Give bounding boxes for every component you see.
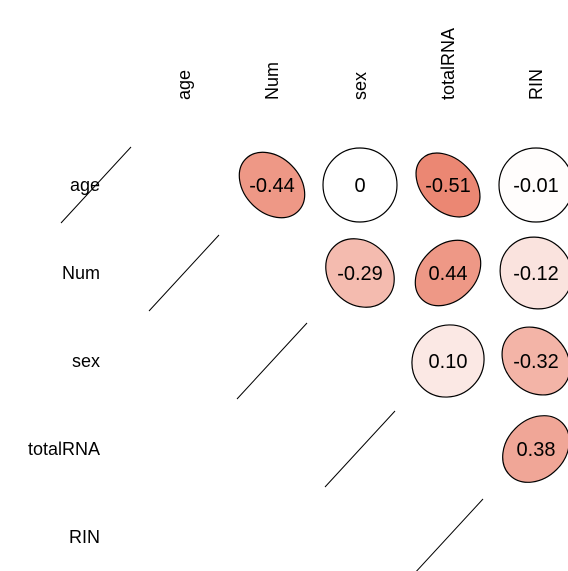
- column-label-num: Num: [262, 62, 282, 100]
- row-label-sex: sex: [72, 351, 100, 371]
- row-labels: age Num sex totalRNA RIN: [28, 175, 100, 547]
- cell-age-rin: [498, 147, 568, 223]
- diagonal-line-totalrna: [324, 410, 396, 488]
- column-label-totalrna: totalRNA: [438, 28, 458, 100]
- value-label-age-sex: 0: [354, 175, 365, 197]
- value-label-age-rin: -0.01: [513, 175, 559, 197]
- cell-age-num: [238, 151, 306, 219]
- column-label-rin: RIN: [526, 69, 546, 100]
- cell-sex-rin: [501, 326, 568, 396]
- value-label-num-sex: -0.29: [337, 263, 383, 285]
- row-label-age: age: [70, 175, 100, 195]
- value-label-sex-totalrna: 0.10: [429, 351, 468, 373]
- cell-num-rin: [499, 236, 568, 310]
- cell-num-sex: [325, 238, 395, 308]
- cell-sex-totalrna: [411, 324, 485, 398]
- cell-age-totalrna: [415, 152, 481, 218]
- cell-age-sex: [322, 147, 398, 223]
- column-label-age: age: [174, 70, 194, 100]
- value-label-age-num: -0.44: [249, 175, 295, 197]
- column-labels: age Num sex totalRNA RIN: [174, 28, 546, 100]
- diagonal-line-rin: [416, 498, 484, 571]
- row-label-num: Num: [62, 263, 100, 283]
- value-label-num-rin: -0.12: [513, 263, 559, 285]
- value-label-totalrna-rin: 0.38: [517, 439, 556, 461]
- cell-totalrna-rin: [502, 415, 568, 483]
- diagonal-line-age: [60, 146, 132, 224]
- column-label-sex: sex: [350, 72, 370, 100]
- row-label-totalrna: totalRNA: [28, 439, 100, 459]
- diagonal-line-sex: [236, 322, 308, 400]
- correlation-cells: -0.44 0 -0.51 -0.01 -0.29 0.44 -0.12 0.10 -0.32 0…: [238, 147, 568, 483]
- diagonal-lines: [60, 146, 484, 571]
- row-label-rin: RIN: [69, 527, 100, 547]
- diagonal-line-num: [148, 234, 220, 312]
- value-label-age-totalrna: -0.51: [425, 175, 471, 197]
- cell-num-totalrna: [414, 239, 482, 307]
- value-label-num-totalrna: 0.44: [429, 263, 468, 285]
- value-label-sex-rin: -0.32: [513, 351, 559, 373]
